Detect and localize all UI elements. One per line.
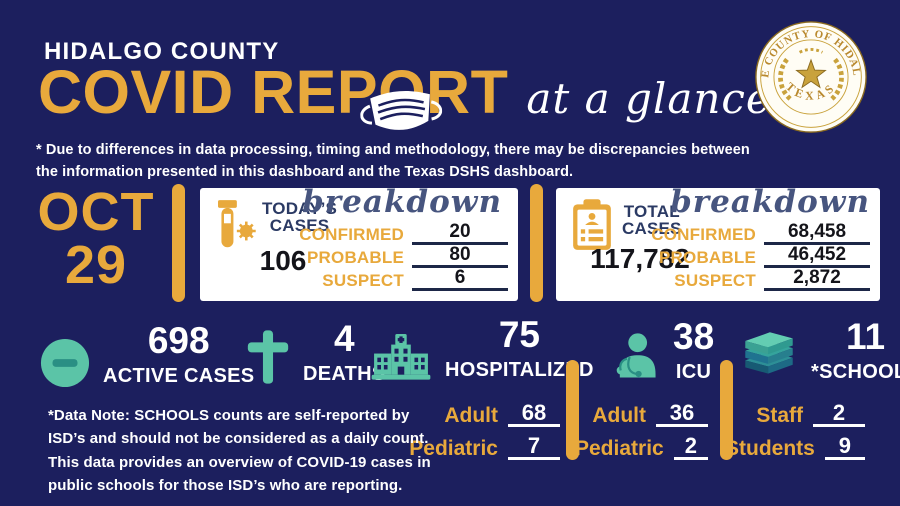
disclaimer-line-2: the information presented in this dashbo… — [36, 164, 574, 181]
active-cases-label: ACTIVE CASES — [103, 365, 255, 387]
disclaimer-line-1: * Due to differences in data processing,… — [36, 142, 750, 158]
divider-bar — [172, 184, 185, 302]
breakdown-row-suspect: SUSPECT 2,872 — [651, 268, 870, 291]
data-note-line-2: ISD’s and should not be considered as a … — [48, 430, 429, 448]
total-cases-value: 117,782 — [590, 243, 690, 274]
schools-breakdown: Staff 2 Students 9 — [725, 401, 865, 461]
icu-value: 38 — [673, 316, 715, 357]
data-note-line-3: This data provides an overview of COVID-… — [48, 453, 431, 471]
deaths-label: DEATHS — [303, 363, 386, 385]
icu-label: ICU — [675, 361, 712, 383]
hospital-icon — [371, 333, 431, 380]
total-cases-label: TOTAL CASES — [622, 202, 682, 239]
hospitalized-value: 75 — [498, 314, 540, 355]
book-top — [745, 332, 793, 355]
breakdown-row-suspect: SUSPECT 6 — [299, 268, 508, 291]
schools-staff-row: Staff 2 — [725, 401, 865, 428]
schools-label: *SCHOOLS — [811, 361, 900, 383]
todays-cases-label: TODAY’S CASES — [262, 199, 338, 236]
clipboard-icon — [573, 199, 611, 250]
breakdown-row-confirmed: CONFIRMED 20 — [299, 222, 508, 245]
schools-students-row: Students 9 — [725, 434, 865, 461]
icu-stat: 38 ICU — [610, 318, 714, 384]
cross-icon — [247, 330, 289, 384]
todays-breakdown-rows: CONFIRMED 20 PROBABLE 80 SUSPECT 6 — [299, 222, 508, 291]
total-cases-card: TOTAL CASES 117,782 breakdown CONFIRMED … — [556, 184, 880, 301]
breakdown-row-probable: PROBABLE 46,452 — [651, 245, 870, 268]
title-pre: COVID REP — [38, 58, 379, 126]
seal-star — [795, 58, 827, 89]
report-title-text: COVID REPO RT — [38, 62, 508, 130]
report-title: COVID REPO RT at a glance.. — [38, 62, 801, 130]
todays-cases-value: 106 — [259, 245, 307, 276]
title-letter-o-wrap: O — [360, 62, 443, 130]
schools-value: 11 — [845, 316, 886, 357]
divider-bar — [720, 360, 733, 460]
county-name: HIDALGO COUNTY — [44, 38, 280, 65]
deaths-value: 4 — [333, 318, 355, 359]
hospitalized-breakdown: Adult 68 Pediatric 7 — [395, 401, 560, 461]
todays-cases-card: TODAY’S CASES 106 breakdown CONFIRMED 20… — [200, 184, 518, 301]
breakdown-row-probable: PROBABLE 80 — [299, 245, 508, 268]
seal-wreath — [778, 48, 844, 101]
minus-circle-icon — [40, 338, 90, 388]
data-note-line-1: *Data Note: SCHOOLS counts are self-repo… — [48, 407, 410, 424]
divider-bar — [530, 184, 543, 302]
hospitalized-adult-row: Adult 68 — [395, 401, 560, 428]
icu-pediatric-row: Pediatric 2 — [575, 434, 708, 461]
report-day: 29 — [64, 234, 128, 295]
hospitalized-stat: 75 HOSPITALIZED — [370, 316, 594, 382]
divider-bar — [566, 360, 579, 460]
report-month: OCT — [37, 182, 155, 242]
icu-adult-row: Adult 36 — [575, 401, 708, 428]
face-mask-icon — [360, 91, 443, 130]
test-tube-icon — [218, 200, 256, 248]
active-cases-stat: 698 ACTIVE CASES — [40, 322, 254, 388]
deaths-stat: 4 DEATHS — [246, 320, 386, 386]
breakdown-row-confirmed: CONFIRMED 68,458 — [651, 222, 870, 245]
active-cases-value: 698 — [147, 320, 210, 361]
breakdown-heading: breakdown — [302, 184, 502, 220]
doctor-icon — [616, 333, 656, 378]
icu-breakdown: Adult 36 Pediatric 2 — [575, 401, 708, 461]
hospitalized-pediatric-row: Pediatric 7 — [395, 434, 560, 461]
schools-stat: 11 *SCHOOLS — [740, 318, 900, 384]
books-stack-icon — [745, 332, 793, 374]
hospitalized-label: HOSPITALIZED — [445, 359, 594, 381]
report-date: OCT 29 — [28, 182, 164, 295]
breakdown-heading: breakdown — [670, 184, 870, 220]
data-note: *Data Note: SCHOOLS counts are self-repo… — [48, 404, 431, 497]
disclaimer: * Due to differences in data processing,… — [36, 139, 750, 184]
county-of-hidalgo-seal: THE COUNTY OF HIDALGO TEXAS — [754, 20, 867, 133]
total-breakdown-rows: CONFIRMED 68,458 PROBABLE 46,452 SUSPECT… — [651, 222, 870, 291]
data-note-line-4: public schools for those ISD’s who are r… — [48, 476, 403, 494]
